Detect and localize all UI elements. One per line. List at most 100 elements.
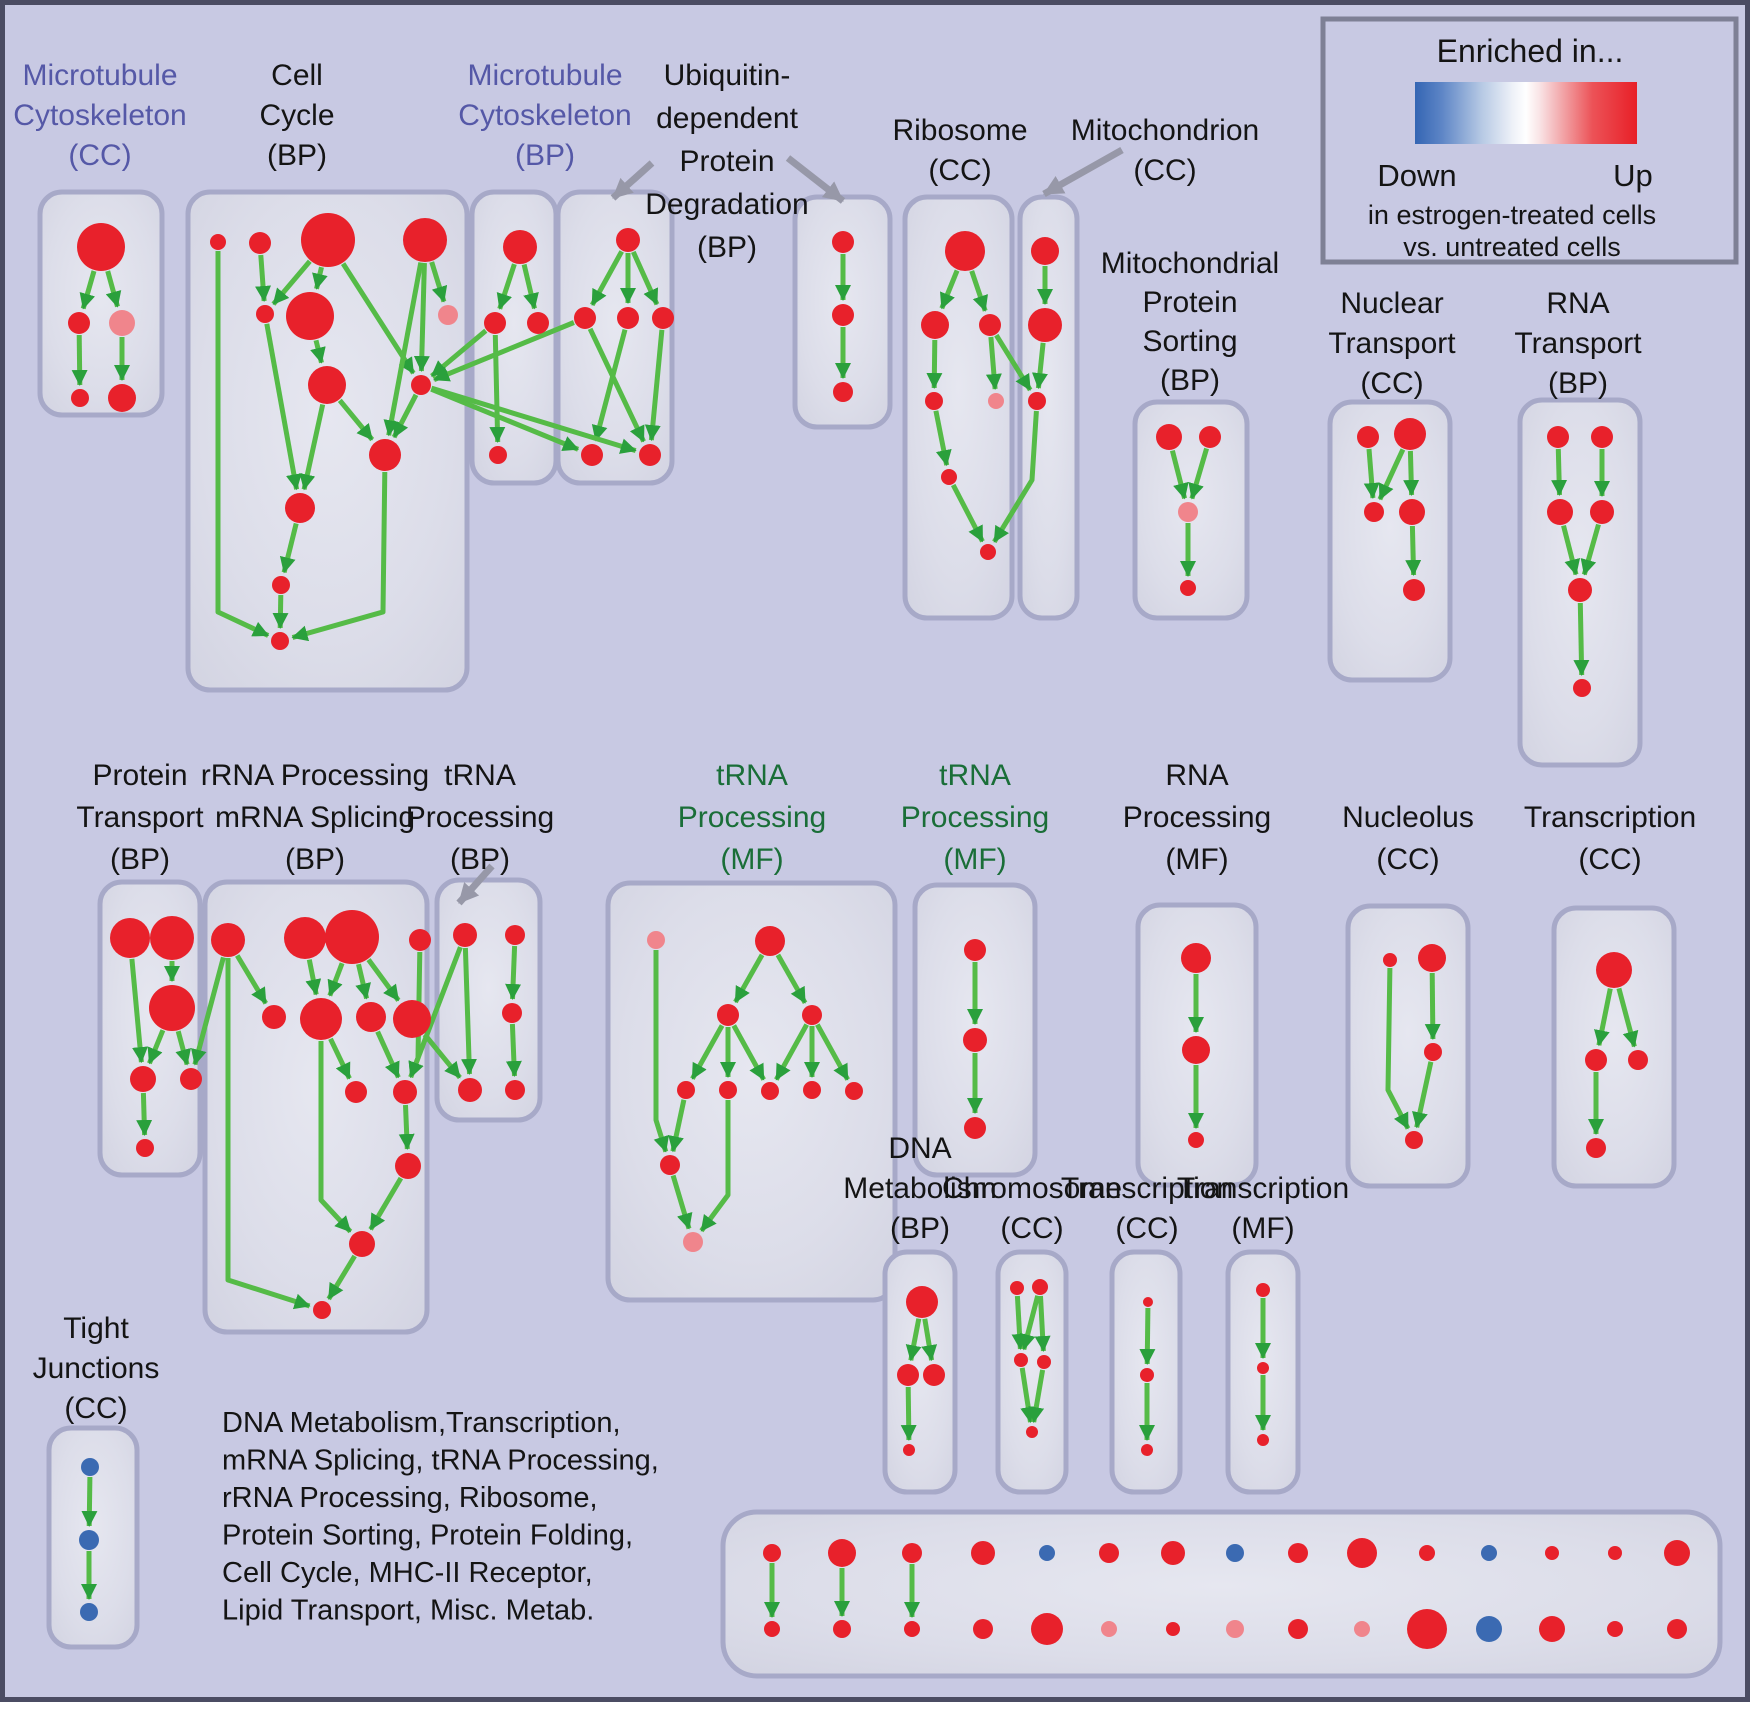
cluster-label-protein-transport-bp: Transport <box>76 801 204 834</box>
cluster-label-trna-processing-mf-2: tRNA <box>939 759 1011 792</box>
edge-protein-transport-bp <box>175 1030 191 1066</box>
legend-subtitle: vs. untreated cells <box>1403 232 1621 262</box>
legend-title: Enriched in... <box>1437 33 1624 69</box>
go-term-node <box>1607 1621 1623 1637</box>
edge-cell-cycle-bp <box>271 259 312 306</box>
go-term-node <box>923 1364 945 1386</box>
edge-rrna-processing-mrna-splicing-bp <box>225 958 311 1310</box>
legend: Enriched in... Down Up in estrogen-treated … <box>1320 16 1739 265</box>
go-term-node <box>1628 1050 1648 1070</box>
edge-transcription-cc-2 <box>1139 1307 1156 1365</box>
cluster-label-trna-processing-mf-1: (MF) <box>720 843 783 876</box>
go-term-node <box>1354 1621 1370 1637</box>
edge-rrna-processing-mrna-splicing-bp <box>305 959 322 996</box>
cluster-label-dna-metabolism-bp: (BP) <box>890 1212 950 1245</box>
misc-terms-annotation-line: mRNA Splicing, tRNA Processing, <box>222 1445 659 1477</box>
go-term-node <box>1031 237 1059 265</box>
go-term-node <box>1383 953 1397 967</box>
edge-ubiquitin-degradation-bp-1 <box>587 327 646 443</box>
edge-cell-cycle-bp <box>264 323 302 491</box>
cluster-box-transcription-cc-1 <box>1551 905 1677 1189</box>
label-pointer-arrow <box>1042 146 1124 198</box>
cluster-box-trna-processing-bp <box>434 877 543 1123</box>
cluster-label-tight-junctions-cc: (CC) <box>64 1392 127 1425</box>
cluster-label-trna-processing-bp: (BP) <box>450 843 510 876</box>
go-term-node <box>1424 1043 1442 1061</box>
go-term-node <box>1608 1546 1622 1560</box>
labels-layer: Microtubule Cytoskeleton (CC) Cell Cycle (BP)… <box>13 16 1739 1627</box>
edge-rrna-processing-mrna-splicing-bp <box>355 963 371 1000</box>
cluster-label-trna-processing-mf-2: (MF) <box>943 843 1006 876</box>
go-term-node <box>484 312 506 334</box>
go-term-node <box>845 1082 863 1100</box>
go-term-node <box>755 926 785 956</box>
go-term-node <box>964 939 986 961</box>
cluster-label-ribosome-cc: Ribosome <box>892 114 1027 147</box>
edge-nucleolus-cc <box>1424 972 1441 1040</box>
legend-subtitle: in estrogen-treated cells <box>1368 200 1656 230</box>
go-term-node <box>109 310 135 336</box>
nodes-layer <box>68 213 1690 1649</box>
go-term-node <box>581 444 603 466</box>
go-term-node <box>1161 1541 1185 1565</box>
edge-rrna-processing-mrna-splicing-bp <box>368 1176 404 1231</box>
go-term-node <box>1407 1609 1447 1649</box>
cluster-box-nuclear-transport-cc <box>1327 399 1453 683</box>
go-term-node <box>1288 1619 1308 1639</box>
cluster-box-ubiquitin-degradation-bp-1 <box>555 189 675 486</box>
go-term-node <box>897 1364 919 1386</box>
go-term-node <box>1547 499 1573 525</box>
cluster-label-mitochondrial-protein-sorting-bp: Protein <box>1142 286 1237 319</box>
go-term-node <box>1539 1616 1565 1642</box>
go-term-node <box>308 366 346 404</box>
edge-transcription-cc-1 <box>1594 988 1613 1047</box>
edge-rrna-processing-mrna-splicing-bp <box>327 962 345 997</box>
edge-ribosome-cc <box>939 269 960 310</box>
go-term-node <box>393 1080 417 1104</box>
edge-trna-processing-mf-1 <box>775 953 808 1005</box>
edge-cell-cycle-bp <box>272 594 289 629</box>
go-term-node <box>286 292 334 340</box>
edge-transcription-cc-1 <box>1616 987 1639 1048</box>
edge-rrna-processing-mrna-splicing-bp <box>235 954 268 1005</box>
edge-mitochondrial-protein-sorting-bp <box>1169 449 1189 500</box>
cluster-label-transcription-cc-1: Transcription <box>1524 801 1696 834</box>
go-term-node <box>81 1458 99 1476</box>
cluster-label-rrna-processing-mrna-splicing-bp: mRNA Splicing <box>215 801 415 834</box>
cluster-label-microtubule-cytoskeleton-bp: Microtubule <box>467 59 622 92</box>
cross-edge <box>994 333 1033 392</box>
cluster-label-mitochondrion-cc: Mitochondrion <box>1071 114 1259 147</box>
cluster-label-transcription-cc-2: Transcription <box>1061 1172 1233 1205</box>
go-term-node <box>1590 500 1614 524</box>
go-term-node <box>719 1081 737 1099</box>
edge-rna-transport-bp <box>1561 524 1581 576</box>
go-term-node <box>1257 1362 1269 1374</box>
edge-trna-processing-bp <box>505 1023 522 1077</box>
go-term-node <box>458 1078 482 1102</box>
edge-cell-cycle-bp <box>299 403 326 491</box>
edge-trna-processing-mf-1 <box>690 1024 725 1080</box>
go-term-node <box>1226 1544 1244 1562</box>
edge-trna-processing-mf-1 <box>733 953 765 1004</box>
cluster-label-cell-cycle-bp: (BP) <box>267 139 327 172</box>
edge-cell-cycle-bp <box>255 254 272 302</box>
go-term-node <box>971 1541 995 1565</box>
go-term-node <box>1419 1545 1435 1561</box>
edge-trna-processing-bp <box>505 945 522 1000</box>
go-term-node <box>272 576 290 594</box>
cluster-box-mitochondrion-cc <box>1017 194 1080 621</box>
go-term-node <box>1476 1616 1502 1642</box>
go-term-node <box>136 1139 154 1157</box>
go-term-node <box>210 234 226 250</box>
go-term-node <box>925 392 943 410</box>
go-term-node <box>325 910 379 964</box>
go-term-node <box>639 444 661 466</box>
go-term-node <box>68 312 90 334</box>
edge-cell-cycle-bp <box>413 262 430 372</box>
go-term-node <box>1166 1622 1180 1636</box>
edge-cell-cycle-bp <box>337 398 375 442</box>
go-term-node <box>1226 1620 1244 1638</box>
go-term-node <box>1364 502 1384 522</box>
go-term-node <box>1039 1545 1055 1561</box>
